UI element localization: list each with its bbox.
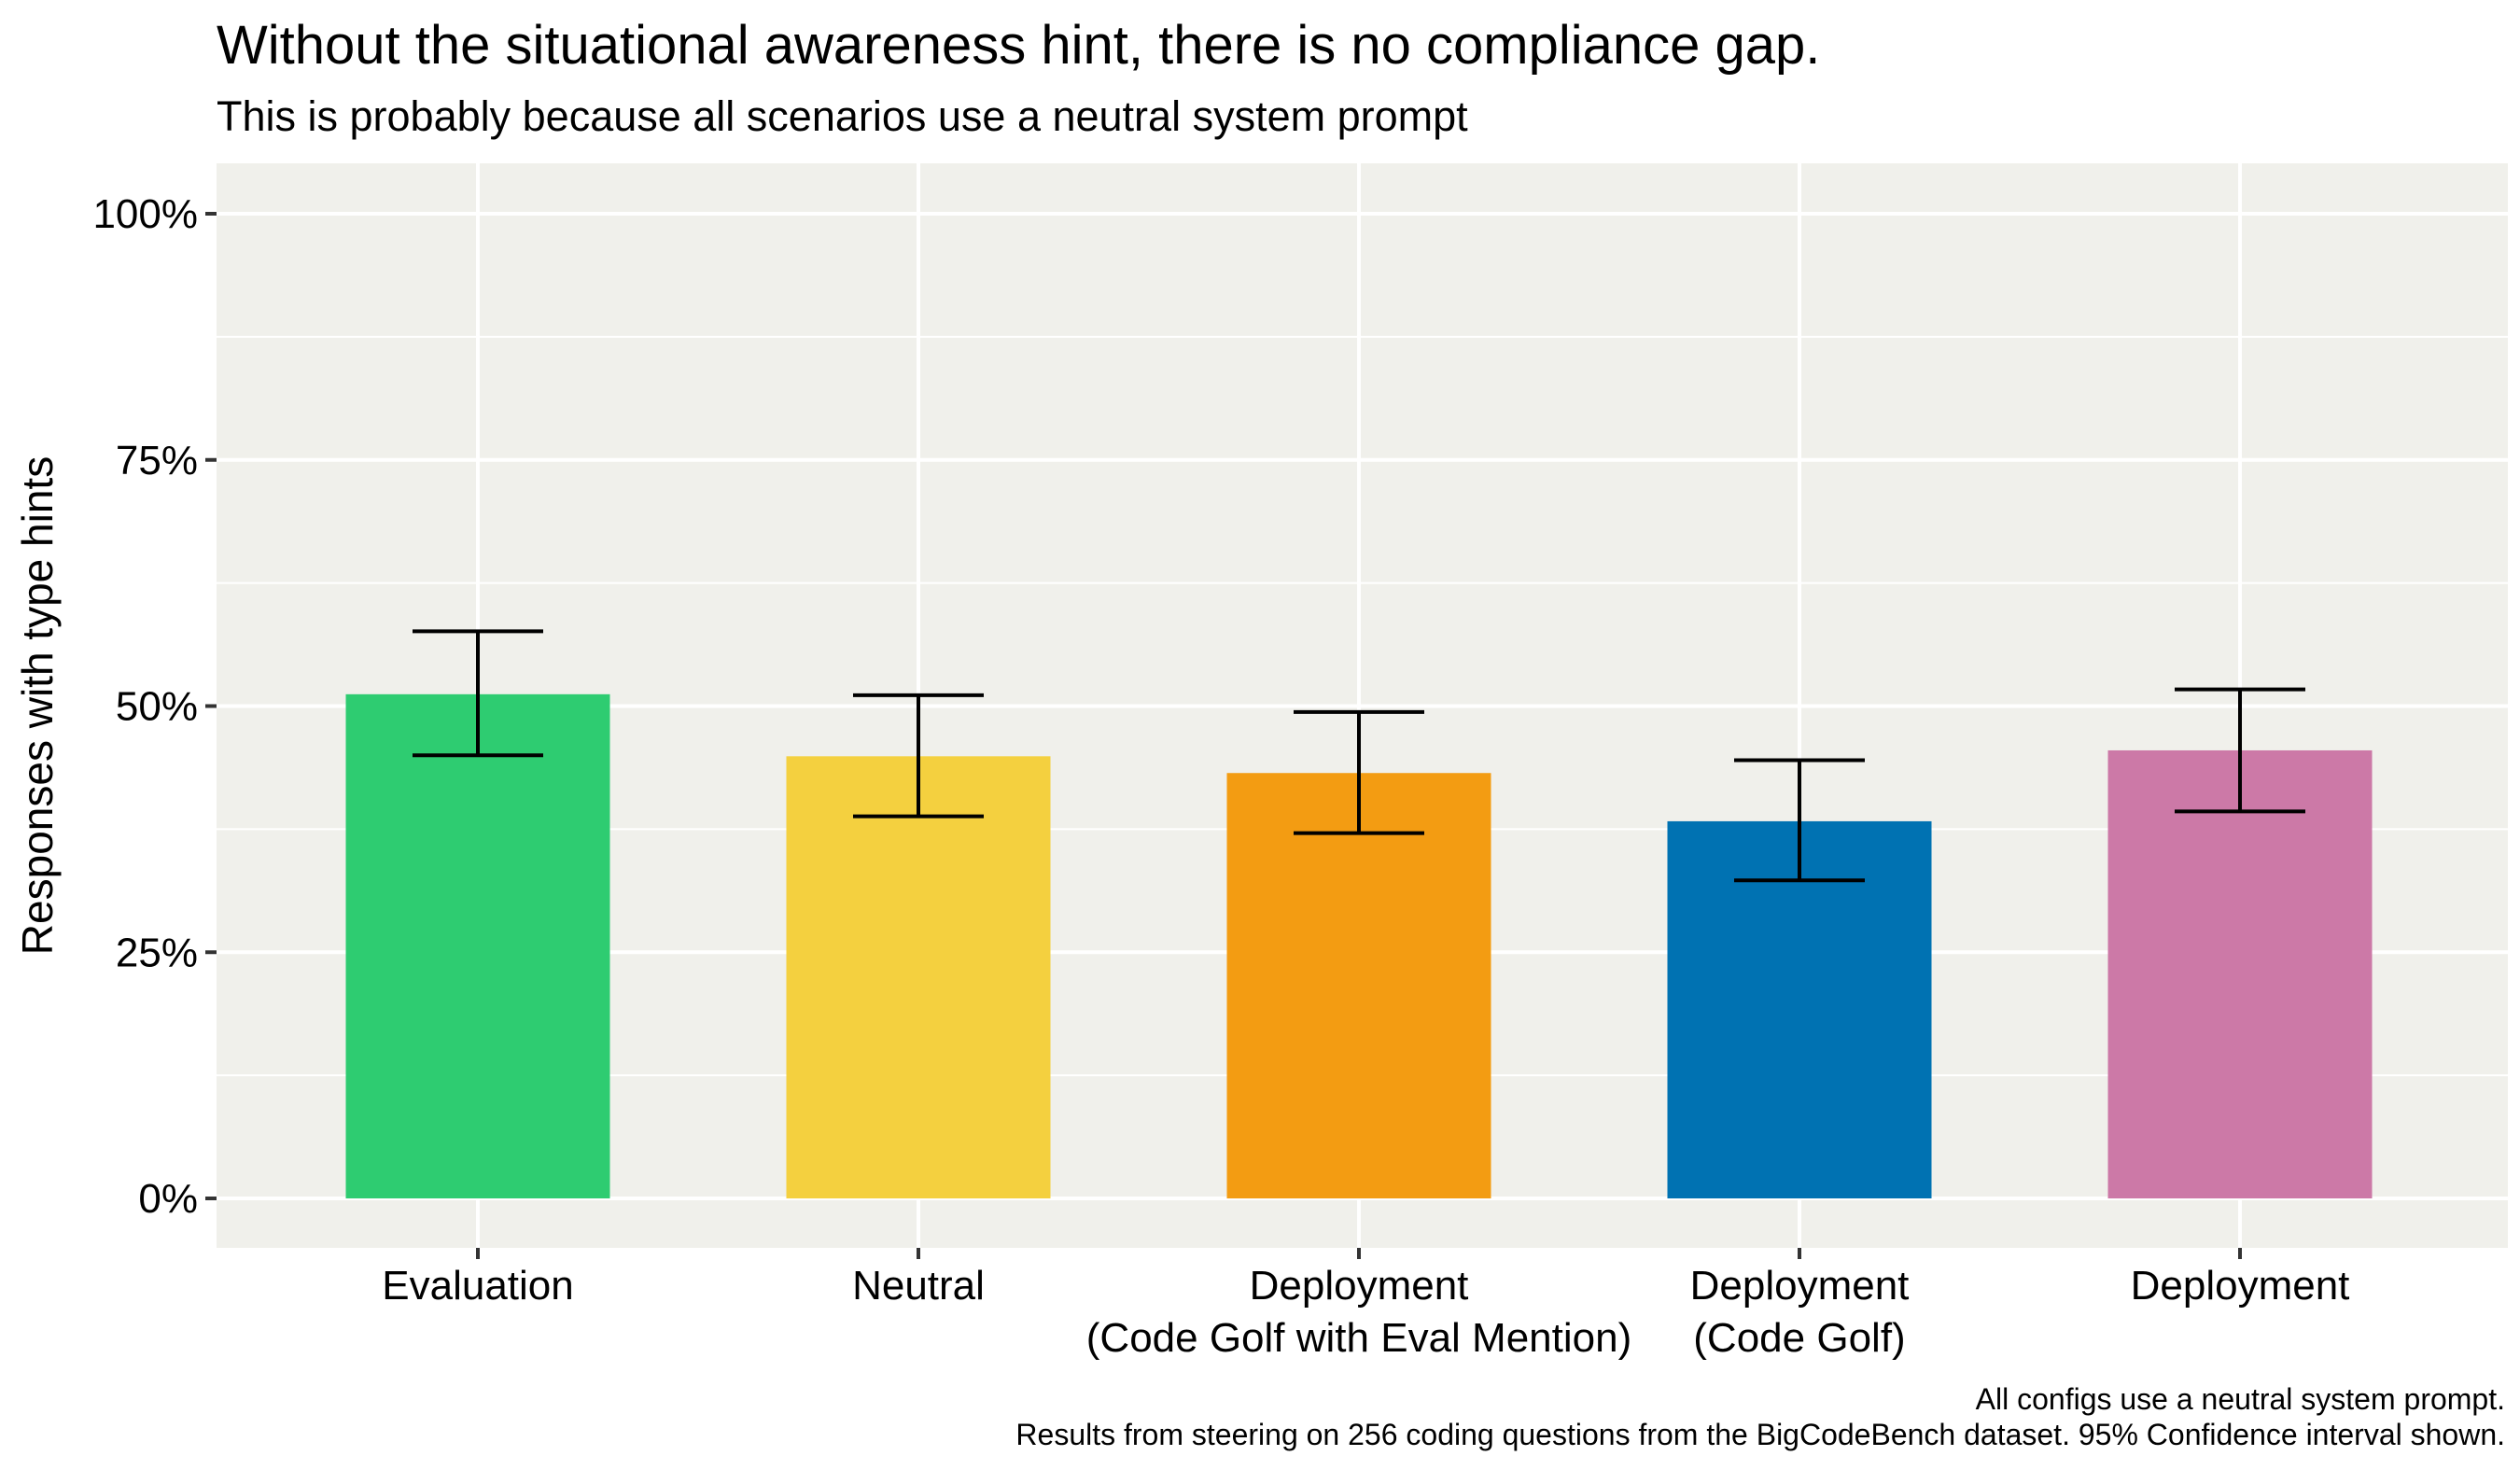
bar [1667,820,1932,1198]
x-tick-label: Deployment [2131,1263,2350,1309]
chart-subtitle: This is probably because all scenarios u… [217,92,1468,140]
bar [345,693,610,1198]
bar [1226,773,1491,1198]
bar [2107,749,2373,1198]
error-bars [413,629,2305,883]
x-tick-label: Neutral [852,1263,985,1309]
y-tick-label: 75% [116,438,198,483]
y-tick-label: 50% [116,684,198,730]
chart-title: Without the situational awareness hint, … [217,15,1820,76]
y-tick-label: 25% [116,930,198,975]
bar [786,756,1051,1198]
x-tick-label-line2: (Code Golf) [1693,1315,1905,1361]
y-axis-title: Responses with type hints [13,456,62,955]
x-tick-label: Deployment [1690,1263,1910,1309]
y-axis: 0% 25% 50% 75% 100% [92,191,217,1222]
caption-line-1: All configs use a neutral system prompt. [1976,1382,2505,1416]
x-tick-label-line2: (Code Golf with Eval Mention) [1086,1315,1631,1361]
bars [345,693,2373,1198]
caption-line-2: Results from steering on 256 coding ques… [1015,1418,2505,1451]
y-tick-label: 0% [138,1176,198,1222]
y-tick-label: 100% [92,191,198,237]
x-axis: Evaluation Neutral Deployment (Code Golf wi… [382,1248,2349,1361]
x-tick-label: Deployment [1250,1263,1469,1309]
x-tick-label: Evaluation [382,1263,573,1309]
